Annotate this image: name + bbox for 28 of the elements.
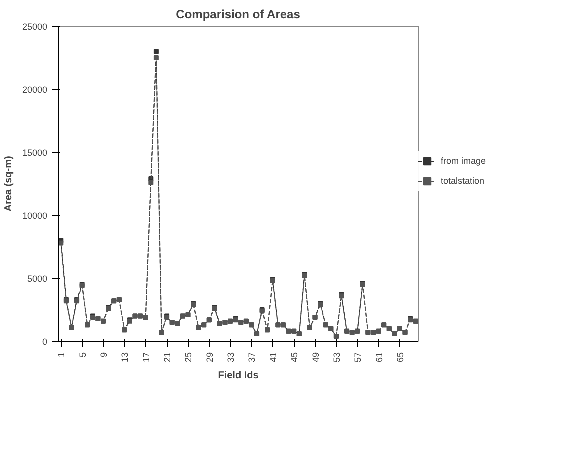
x-tick-label: 53 xyxy=(332,352,342,363)
y-tick-label: 15000 xyxy=(22,148,48,158)
chart-title: Comparision of Areas xyxy=(176,8,301,22)
x-tick-label: 65 xyxy=(395,352,406,363)
x-tick-label: 61 xyxy=(374,352,384,363)
x-tick-label: 37 xyxy=(247,352,258,363)
y-tick-label: 5000 xyxy=(27,274,48,284)
x-tick-label: 5 xyxy=(78,352,88,358)
x-tick-label: 49 xyxy=(310,352,321,363)
legend-label: totalstation xyxy=(441,176,485,186)
x-tick-label: 13 xyxy=(120,352,130,363)
x-tick-label: 1 xyxy=(56,352,67,358)
y-tick-label: 0 xyxy=(42,337,48,347)
x-tick-label: 17 xyxy=(141,352,152,363)
y-tick-label: 25000 xyxy=(22,22,48,32)
x-tick-label: 9 xyxy=(99,352,109,358)
x-tick-label: 21 xyxy=(162,352,173,363)
y-tick-label: 10000 xyxy=(22,211,48,221)
x-tick-label: 25 xyxy=(184,352,194,363)
x-tick-label: 45 xyxy=(290,352,300,363)
x-tick-label: 41 xyxy=(268,352,278,363)
y-axis-title: Area (sq-m) xyxy=(3,156,14,212)
x-tick-label: 33 xyxy=(226,352,236,363)
legend-label: from image xyxy=(441,156,486,166)
x-tick-label: 29 xyxy=(204,352,215,363)
x-tick-label: 57 xyxy=(353,352,364,363)
y-tick-label: 20000 xyxy=(22,85,48,95)
x-axis-title: Field Ids xyxy=(218,370,260,382)
